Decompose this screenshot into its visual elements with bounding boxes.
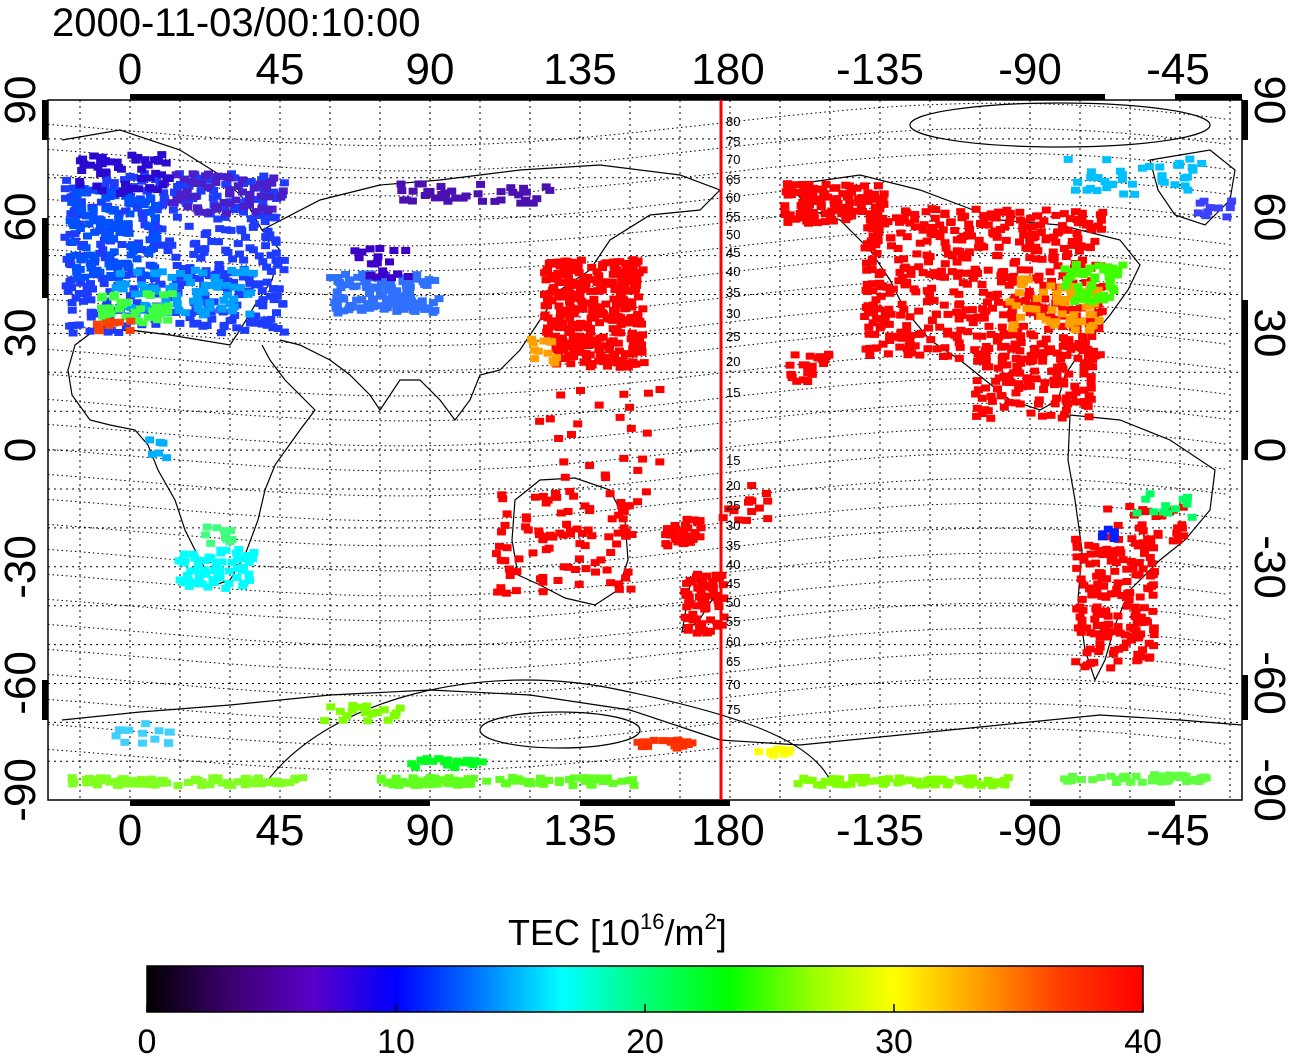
left-latitude-axis: 90 60 30 0 -30 -60 -90	[0, 76, 45, 822]
right-axis-label: 0	[1245, 438, 1292, 462]
colorbar-tick-label: 10	[377, 1023, 415, 1057]
bottom-longitude-axis: 0 45 90 135 180 -135 -90 -45	[118, 806, 1210, 855]
contour-label-south: 65	[726, 654, 740, 669]
contour-label-north: 15	[726, 385, 740, 400]
bottom-axis-label: 45	[256, 806, 305, 855]
contour-label-south: 25	[726, 498, 740, 513]
left-axis-label: -30	[0, 535, 45, 599]
top-axis-label: 90	[406, 45, 455, 94]
contour-label-south: 20	[726, 478, 740, 493]
left-axis-label: 30	[0, 309, 45, 358]
right-latitude-axis: 90 60 30 0 -30 -60 -90	[1245, 76, 1292, 822]
colorbar-label: TEC [1016/m2]	[508, 909, 727, 953]
colorbar-tick-label: 0	[138, 1023, 157, 1057]
contour-label-south: 45	[726, 576, 740, 591]
contour-label-south: 60	[726, 634, 740, 649]
contour-label-north: 65	[726, 172, 740, 187]
contour-label-south: 35	[726, 538, 740, 553]
left-axis-label: -90	[0, 758, 45, 822]
left-axis-label: 60	[0, 193, 45, 242]
contour-label-south: 40	[726, 557, 740, 572]
top-longitude-axis: 0 45 90 135 180 -135 -90 -45	[118, 45, 1210, 94]
left-axis-label: 0	[0, 438, 45, 462]
right-axis-label: -90	[1245, 758, 1292, 822]
contour-label-north: 30	[726, 306, 740, 321]
right-axis-label: 90	[1245, 76, 1292, 125]
tec-data-patches	[60, 151, 1237, 789]
top-axis-label: 135	[543, 45, 616, 94]
bottom-axis-label: 180	[691, 806, 764, 855]
contour-label-north: 80	[726, 114, 740, 129]
contour-label-north: 35	[726, 285, 740, 300]
contour-label-north: 50	[726, 227, 740, 242]
contour-label-north: 20	[726, 354, 740, 369]
frame-bars	[42, 94, 1248, 806]
colorbar-ticks: 0 10 20 30 40	[138, 1004, 1162, 1057]
contour-label-north: 45	[726, 245, 740, 260]
right-axis-label: 60	[1245, 193, 1292, 242]
plot-title: 2000-11-03/00:10:00	[52, 1, 420, 45]
top-axis-label: 45	[256, 45, 305, 94]
contour-label-north: 70	[726, 152, 740, 167]
contour-label-south: 50	[726, 595, 740, 610]
contour-labels: 80 75 70 65 60 55 50 45 40 35 30 25 20 15 15 20 25 30 35 40…	[726, 114, 740, 717]
left-axis-label: 90	[0, 76, 45, 125]
contour-label-north: 55	[726, 209, 740, 224]
contour-label-south: 15	[726, 453, 740, 468]
colorbar-tick-label: 30	[875, 1023, 913, 1057]
bottom-axis-label: 90	[406, 806, 455, 855]
right-axis-label: -60	[1245, 651, 1292, 715]
contour-label-south: 75	[726, 702, 740, 717]
top-axis-label: -135	[836, 45, 924, 94]
bottom-axis-label: 0	[118, 806, 142, 855]
bottom-axis-label: -90	[998, 806, 1062, 855]
contour-label-north: 25	[726, 329, 740, 344]
contour-label-north: 40	[726, 264, 740, 279]
top-axis-label: -45	[1146, 45, 1210, 94]
bottom-axis-label: -135	[836, 806, 924, 855]
right-axis-label: 30	[1245, 309, 1292, 358]
contour-label-south: 30	[726, 518, 740, 533]
top-axis-label: 180	[691, 45, 764, 94]
colorbar-tick-label: 40	[1124, 1023, 1162, 1057]
colorbar-tick-label: 20	[626, 1023, 664, 1057]
contour-label-south: 70	[726, 677, 740, 692]
top-axis-label: -90	[998, 45, 1062, 94]
contour-label-north: 60	[726, 190, 740, 205]
left-axis-label: -60	[0, 651, 45, 715]
contour-label-south: 55	[726, 614, 740, 629]
bottom-axis-label: -45	[1146, 806, 1210, 855]
contour-label-north: 75	[726, 134, 740, 149]
bottom-axis-label: 135	[543, 806, 616, 855]
top-axis-label: 0	[118, 45, 142, 94]
right-axis-label: -30	[1245, 535, 1292, 599]
